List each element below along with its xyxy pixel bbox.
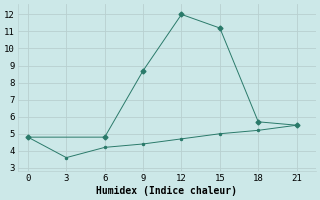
X-axis label: Humidex (Indice chaleur): Humidex (Indice chaleur) — [96, 186, 237, 196]
